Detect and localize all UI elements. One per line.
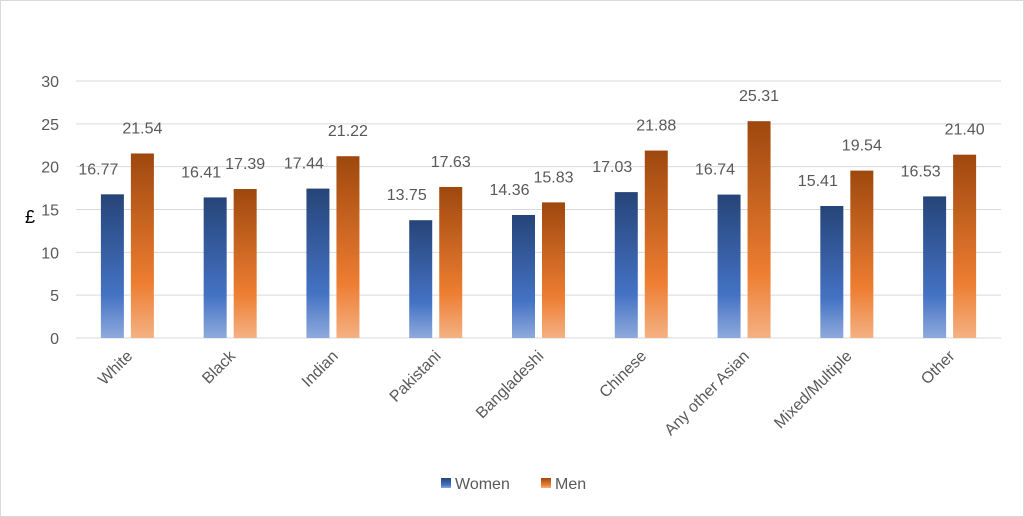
bar-women bbox=[306, 188, 330, 338]
y-tick-label: 30 bbox=[41, 74, 59, 91]
data-label: 16.74 bbox=[695, 162, 735, 179]
bar-women bbox=[923, 196, 947, 338]
legend: Women Men bbox=[441, 476, 586, 493]
bar-women bbox=[614, 192, 638, 338]
bar-women bbox=[409, 220, 433, 338]
bar-men bbox=[233, 189, 257, 338]
bar-women bbox=[512, 214, 535, 338]
x-tick-label: Black bbox=[199, 347, 239, 387]
data-label: 25.31 bbox=[739, 88, 779, 105]
y-tick-label: 25 bbox=[41, 117, 59, 134]
y-tick-label: 20 bbox=[41, 160, 59, 177]
x-tick-label: Bangladeshi bbox=[473, 348, 547, 422]
bar-men bbox=[130, 153, 154, 338]
y-tick-label: 5 bbox=[50, 288, 59, 305]
y-axis-label: £ bbox=[25, 207, 35, 227]
legend-label: Women bbox=[455, 476, 510, 493]
x-tick-label: Indian bbox=[299, 348, 342, 391]
data-label: 19.54 bbox=[842, 138, 882, 155]
data-label: 14.36 bbox=[489, 182, 529, 199]
y-tick-label: 10 bbox=[41, 245, 59, 262]
bar-men bbox=[953, 154, 977, 338]
bar-women bbox=[203, 197, 227, 338]
data-label: 15.41 bbox=[798, 173, 838, 190]
x-tick-label: Mixed/Multiple bbox=[771, 348, 855, 432]
bar-men bbox=[747, 121, 771, 338]
data-label: 21.22 bbox=[328, 123, 368, 140]
bar-women bbox=[100, 194, 124, 338]
x-tick-label: Any other Asian bbox=[662, 348, 753, 439]
bar-men bbox=[644, 150, 668, 338]
x-tick-label: White bbox=[95, 348, 136, 389]
data-label: 16.41 bbox=[181, 164, 221, 181]
data-label: 15.83 bbox=[533, 169, 573, 186]
data-label: 17.39 bbox=[225, 156, 265, 173]
y-tick-label: 15 bbox=[41, 203, 59, 220]
data-label: 13.75 bbox=[387, 187, 427, 204]
data-label: 21.40 bbox=[945, 122, 985, 139]
x-tick-label: Other bbox=[918, 347, 959, 388]
data-label: 17.03 bbox=[592, 159, 632, 176]
bar-men bbox=[850, 170, 874, 338]
legend-swatch-men bbox=[541, 478, 551, 488]
bar-men bbox=[336, 156, 360, 338]
x-tick-label: Pakistani bbox=[387, 348, 445, 406]
bar-men bbox=[542, 202, 565, 338]
data-label: 17.63 bbox=[431, 154, 471, 171]
data-label: 17.44 bbox=[284, 156, 324, 173]
bar-women bbox=[820, 205, 844, 338]
data-label: 21.54 bbox=[122, 120, 162, 137]
y-tick-label: 0 bbox=[50, 331, 59, 348]
data-label: 21.88 bbox=[636, 118, 676, 135]
bar-men bbox=[439, 186, 463, 338]
data-label: 16.53 bbox=[901, 163, 941, 180]
x-tick-label: Chinese bbox=[597, 348, 651, 402]
legend-swatch-women bbox=[441, 478, 451, 488]
bar-women bbox=[717, 194, 741, 338]
legend-label: Men bbox=[555, 476, 586, 493]
data-label: 16.77 bbox=[78, 161, 118, 178]
